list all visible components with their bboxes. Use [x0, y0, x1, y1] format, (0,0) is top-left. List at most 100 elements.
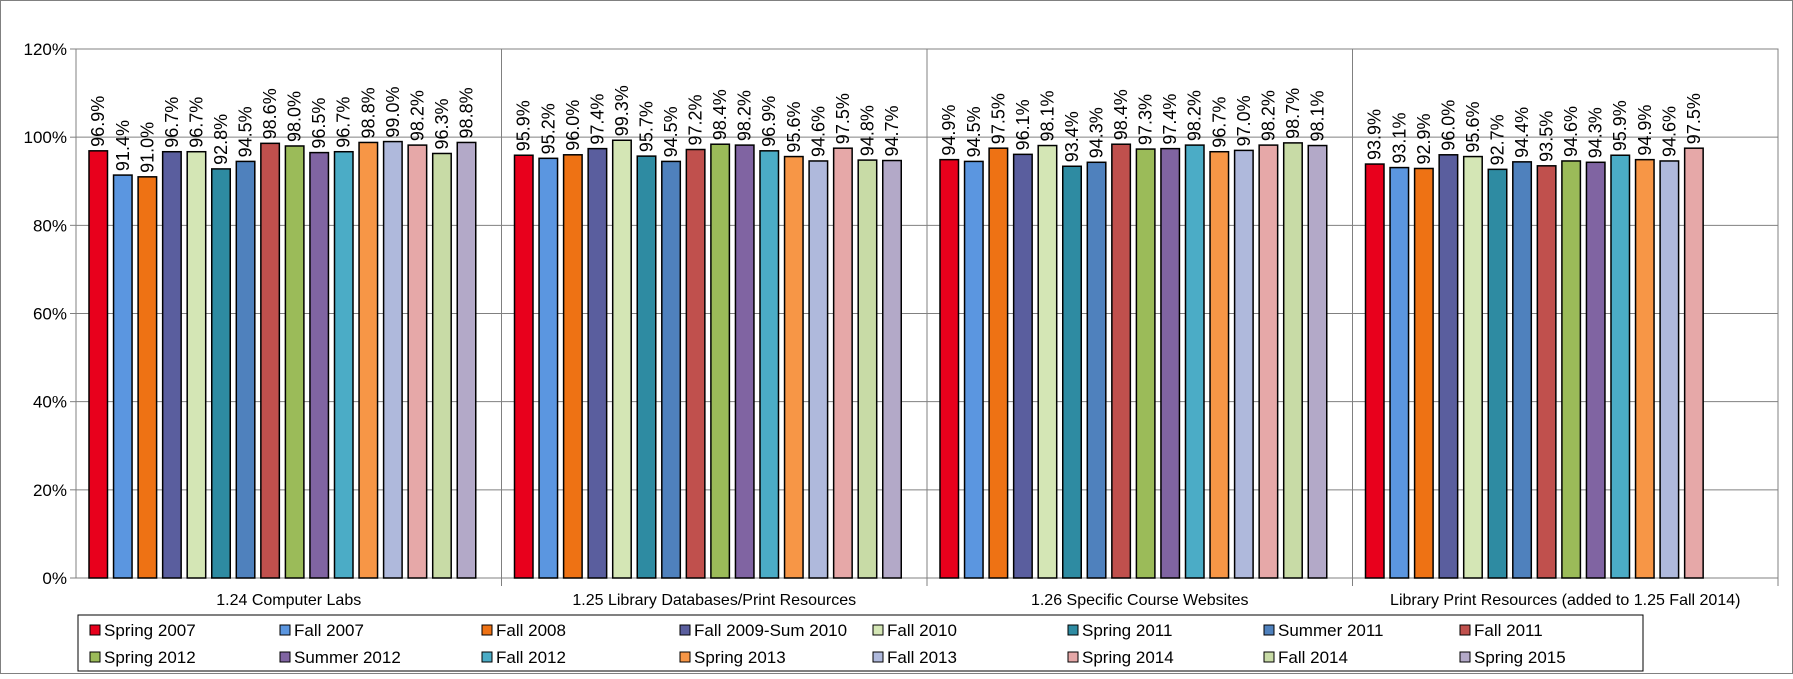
bar: [407, 144, 428, 579]
legend-swatch: [279, 651, 291, 663]
bar: [1086, 161, 1107, 579]
bar: [611, 139, 632, 579]
bar: [1184, 144, 1205, 579]
bar: [636, 155, 657, 579]
legend-label: Fall 2012: [496, 648, 566, 667]
legend-swatch: [89, 624, 101, 636]
data-label: 92.7%: [1488, 114, 1508, 165]
data-label: 98.1%: [1308, 90, 1328, 141]
data-label: 93.5%: [1537, 111, 1557, 162]
legend-swatch: [1263, 624, 1275, 636]
bar: [1111, 143, 1132, 579]
bar: [456, 141, 477, 579]
data-label: 97.2%: [686, 94, 706, 145]
data-label: 96.9%: [88, 96, 108, 147]
legend-label: Fall 2009-Sum 2010: [694, 621, 847, 640]
data-label: 96.9%: [759, 96, 779, 147]
bar: [137, 176, 158, 579]
bar: [538, 157, 559, 579]
data-label: 94.9%: [1635, 105, 1655, 156]
bar: [1307, 144, 1328, 579]
bar: [186, 150, 207, 579]
bar: [235, 160, 256, 579]
data-label: 95.6%: [784, 102, 804, 153]
data-label: 94.5%: [236, 106, 256, 157]
y-tick-label: 40%: [33, 393, 67, 412]
data-label: 96.7%: [186, 97, 206, 148]
x-category-label: 1.25 Library Databases/Print Resources: [572, 592, 856, 609]
bar: [1160, 147, 1181, 579]
data-label: 98.6%: [260, 88, 280, 139]
bar: [1389, 166, 1410, 579]
legend-label: Spring 2015: [1474, 648, 1566, 667]
data-label: 96.7%: [1209, 97, 1229, 148]
y-tick-label: 20%: [33, 481, 67, 500]
data-label: 94.7%: [882, 105, 902, 156]
bar: [161, 150, 182, 579]
legend-swatch: [1459, 624, 1471, 636]
bar: [112, 174, 133, 579]
bar: [1012, 153, 1033, 579]
legend-label: Summer 2011: [1278, 621, 1384, 640]
data-label: 96.7%: [162, 97, 182, 148]
data-label: 98.4%: [710, 89, 730, 140]
bar: [1135, 148, 1156, 579]
data-label: 98.8%: [457, 87, 477, 138]
legend-swatch: [679, 624, 691, 636]
data-label: 94.5%: [661, 106, 681, 157]
data-label: 98.2%: [407, 90, 427, 141]
bar: [1659, 160, 1680, 579]
data-label: 99.3%: [612, 85, 632, 136]
bar: [1634, 158, 1655, 579]
y-tick-label: 100%: [24, 128, 67, 147]
bar: [857, 159, 878, 579]
bar: [1561, 160, 1582, 579]
y-tick-label: 60%: [33, 305, 67, 324]
data-label: 97.4%: [587, 94, 607, 145]
data-label: 94.4%: [1512, 107, 1532, 158]
bar: [734, 144, 755, 579]
data-label: 98.2%: [1258, 90, 1278, 141]
bar: [1585, 161, 1606, 579]
data-label: 92.8%: [211, 114, 231, 165]
data-label: 98.4%: [1111, 89, 1131, 140]
bar: [685, 148, 706, 579]
y-tick-label: 120%: [24, 40, 67, 59]
legend-label: Fall 2011: [1474, 621, 1543, 640]
legend-swatch: [1067, 651, 1079, 663]
data-label: 94.9%: [939, 105, 959, 156]
bar: [1438, 154, 1459, 579]
data-label: 97.4%: [1160, 94, 1180, 145]
data-label: 93.4%: [1062, 111, 1082, 162]
bar: [1512, 161, 1533, 579]
data-label: 96.7%: [334, 97, 354, 148]
legend-label: Fall 2013: [887, 648, 957, 667]
bar: [382, 140, 403, 579]
bar: [988, 147, 1009, 579]
legend-swatch: [481, 651, 493, 663]
data-label: 98.2%: [735, 90, 755, 141]
bar: [562, 154, 583, 579]
data-label: 95.9%: [1610, 100, 1630, 151]
bar: [808, 160, 829, 579]
bar: [1209, 150, 1230, 579]
data-label: 96.1%: [1013, 99, 1033, 150]
bar: [1610, 154, 1631, 579]
bar: [513, 154, 534, 579]
data-label: 97.3%: [1136, 94, 1156, 145]
x-category-label: 1.26 Specific Course Websites: [1031, 592, 1249, 609]
data-label: 92.9%: [1414, 113, 1434, 164]
data-label: 94.3%: [1586, 107, 1606, 158]
x-category-label: Library Print Resources (added to 1.25 F…: [1390, 592, 1740, 609]
legend-swatch: [279, 624, 291, 636]
bar: [211, 168, 231, 579]
data-label: 94.6%: [1659, 106, 1679, 157]
data-label: 95.6%: [1463, 102, 1483, 153]
data-label: 93.1%: [1389, 113, 1409, 164]
bar: [284, 145, 305, 579]
bar: [1233, 149, 1254, 579]
legend-label: Spring 2012: [104, 648, 196, 667]
data-label: 98.7%: [1283, 88, 1303, 139]
